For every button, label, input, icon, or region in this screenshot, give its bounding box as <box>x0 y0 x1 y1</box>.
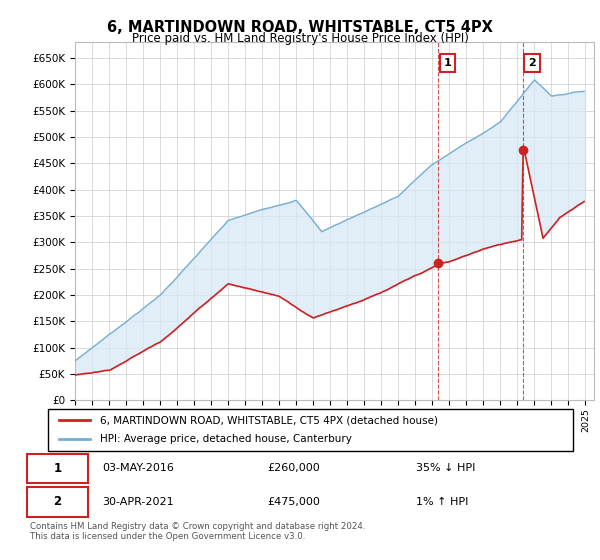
Text: £475,000: £475,000 <box>268 497 320 507</box>
FancyBboxPatch shape <box>27 487 88 517</box>
Text: 6, MARTINDOWN ROAD, WHITSTABLE, CT5 4PX: 6, MARTINDOWN ROAD, WHITSTABLE, CT5 4PX <box>107 20 493 35</box>
Text: 6, MARTINDOWN ROAD, WHITSTABLE, CT5 4PX (detached house): 6, MARTINDOWN ROAD, WHITSTABLE, CT5 4PX … <box>101 415 439 425</box>
Text: 1: 1 <box>53 462 62 475</box>
Text: Contains HM Land Registry data © Crown copyright and database right 2024.
This d: Contains HM Land Registry data © Crown c… <box>30 522 365 542</box>
Text: 30-APR-2021: 30-APR-2021 <box>102 497 173 507</box>
Text: 03-MAY-2016: 03-MAY-2016 <box>102 464 173 473</box>
Text: 1% ↑ HPI: 1% ↑ HPI <box>416 497 469 507</box>
Text: 35% ↓ HPI: 35% ↓ HPI <box>416 464 476 473</box>
Text: 2: 2 <box>528 58 536 68</box>
Text: 2: 2 <box>53 496 62 508</box>
Text: £260,000: £260,000 <box>268 464 320 473</box>
FancyBboxPatch shape <box>27 454 88 483</box>
Text: HPI: Average price, detached house, Canterbury: HPI: Average price, detached house, Cant… <box>101 435 352 445</box>
Text: Price paid vs. HM Land Registry's House Price Index (HPI): Price paid vs. HM Land Registry's House … <box>131 32 469 45</box>
Text: 1: 1 <box>443 58 451 68</box>
